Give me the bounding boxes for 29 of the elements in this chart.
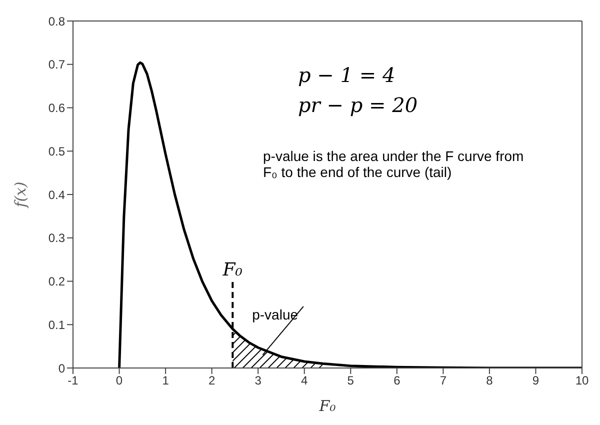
y-tick-label: 0.4 xyxy=(48,188,66,202)
y-tick-label: 0.8 xyxy=(48,14,66,28)
ref-line-label: F₀ xyxy=(222,259,242,280)
x-tick-label: 4 xyxy=(301,374,308,388)
annotation: p-value is the area under the F curve from F₀ to the end of the curve (tail) xyxy=(263,148,525,180)
y-tick-label: 0.1 xyxy=(48,318,66,332)
y-tick-label: 0.2 xyxy=(48,274,66,289)
x-tick-label: 1 xyxy=(162,374,170,388)
y-tick-label: 0.5 xyxy=(48,144,66,158)
y-tick-label: 0.6 xyxy=(48,101,66,116)
x-tick-label: -1 xyxy=(68,374,79,388)
y-tick-label: 0.7 xyxy=(48,58,66,72)
x-tick-label: 3 xyxy=(254,374,262,388)
x-tick-label: 10 xyxy=(575,374,589,388)
x-tick-label: 8 xyxy=(486,374,494,388)
y-axis-title: f(x) xyxy=(11,181,30,208)
y-tick-label: 0.3 xyxy=(48,231,66,246)
x-tick-label: 2 xyxy=(208,374,216,388)
x-tick-label: 0 xyxy=(116,374,123,388)
x-tick-label: 7 xyxy=(440,374,447,388)
x-axis-title: F₀ xyxy=(318,397,336,415)
annotation: p − 1 = 4 xyxy=(298,63,396,87)
x-tick-label: 6 xyxy=(394,374,401,388)
x-tick-label: 5 xyxy=(347,374,354,388)
line-series xyxy=(118,61,582,368)
annotation: p-value xyxy=(252,306,298,323)
annotation: pr − p = 20 xyxy=(298,93,418,117)
y-tick-label: 0 xyxy=(58,361,66,376)
x-tick-label: 9 xyxy=(532,374,540,388)
